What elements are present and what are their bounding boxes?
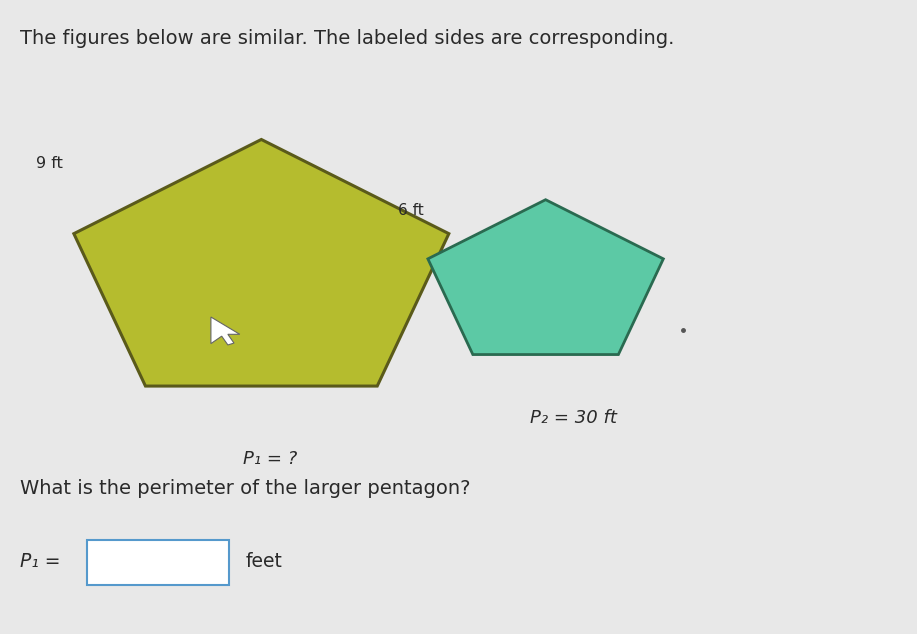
- Text: 9 ft: 9 ft: [36, 156, 63, 171]
- Polygon shape: [74, 139, 448, 386]
- Text: 6 ft: 6 ft: [398, 203, 424, 218]
- FancyBboxPatch shape: [87, 540, 229, 585]
- Text: feet: feet: [246, 552, 282, 571]
- Polygon shape: [428, 200, 663, 354]
- Polygon shape: [211, 317, 239, 345]
- Text: P₁ =: P₁ =: [20, 552, 61, 571]
- Text: P₁ = ?: P₁ = ?: [243, 450, 298, 468]
- Text: What is the perimeter of the larger pentagon?: What is the perimeter of the larger pent…: [20, 479, 470, 498]
- Text: The figures below are similar. The labeled sides are corresponding.: The figures below are similar. The label…: [20, 29, 675, 48]
- Text: P₂ = 30 ft: P₂ = 30 ft: [530, 409, 616, 427]
